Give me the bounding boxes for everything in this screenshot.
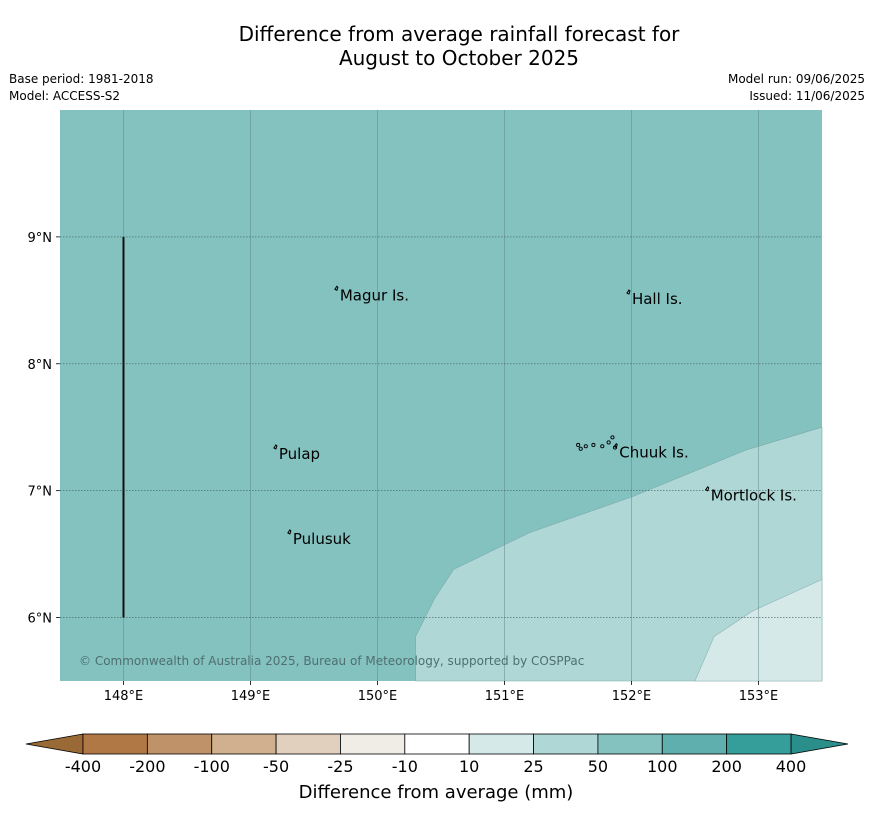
place-label: Hall Is. [632,290,683,308]
x-tick-label: 150°E [358,689,398,704]
y-tick-label: 7°N [28,485,53,500]
colorbar-tick-label: -25 [327,757,353,776]
title-line-2: August to October 2025 [338,46,580,70]
island-outline [613,442,618,449]
issued-text: Issued: 11/06/2025 [749,89,865,103]
x-tick-label: 152°E [612,689,652,704]
colorbar-tick-label: 50 [588,757,608,776]
colorbar-segment [533,733,599,755]
islet-outline [578,446,583,451]
place-label: Pulap [279,445,320,463]
meta-right: Model run: 09/06/2025 Issued: 11/06/2025 [728,71,865,105]
colorbar-segment [404,733,470,755]
islet-outline [591,442,596,448]
islet-outline [600,444,605,449]
y-tick-label: 9°N [28,231,53,246]
colorbar: -400 -200 -100 -50 -25 -10 10 25 50 100 200 400 Diff… [25,733,849,803]
model-run-text: Model run: 09/06/2025 [727,72,865,86]
meta-left: Base period: 1981-2018 Model: ACCESS-S2 [9,71,154,105]
colorbar-title: Difference from average (mm) [299,782,574,803]
title-line-1: Difference from average rainfall forecas… [238,22,680,46]
y-tick-label: 8°N [28,358,53,373]
base-period-text: Base period: 1981-2018 [9,72,154,86]
colorbar-tick-label: 100 [647,757,678,776]
island-outline [287,529,292,535]
islet-outline [606,440,611,445]
colorbar-segment [146,733,213,755]
islet-outline [576,442,581,448]
place-label: Mortlock Is. [711,487,797,505]
island-outline [273,444,278,450]
colorbar-tick-label: -10 [392,757,418,776]
colorbar-under-arrow [25,733,84,755]
colorbar-tick-label: -50 [263,757,289,776]
colorbar-segment [597,733,663,755]
colorbar-segment [468,733,534,755]
x-tick-label: 151°E [485,689,525,704]
place-label: Magur Is. [340,286,409,304]
colorbar-segment [211,733,277,755]
island-outline [626,289,631,295]
colorbar-tick-label: -400 [65,757,101,776]
model-text: Model: ACCESS-S2 [9,89,121,103]
chart-title: Difference from average rainfall forecas… [0,22,873,70]
y-tick-label: 6°N [28,612,53,627]
place-label: Pulusuk [293,530,351,548]
x-tick-label: 148°E [104,689,144,704]
island-outline [704,485,710,492]
islet-outline [612,445,618,450]
colorbar-tick-label: -100 [194,757,230,776]
colorbar-tick-label: 400 [776,757,807,776]
colorbar-tick-label: -200 [129,757,165,776]
map-panel: 148°E 149°E 150°E 151°E 152°E 153°E 6°N 7°N 8°N 9… [28,110,823,704]
island-outline [334,285,339,291]
colorbar-segment [726,733,792,755]
colorbar-segment [661,733,728,755]
islet-outline [610,435,615,440]
copyright-text: © Commonwealth of Australia 2025, Bureau… [79,654,584,668]
islet-outline [583,444,588,449]
colorbar-segment [275,733,341,755]
x-tick-label: 149°E [231,689,271,704]
colorbar-segment [340,733,406,755]
colorbar-over-arrow [790,733,849,755]
x-tick-label: 153°E [739,689,779,704]
colorbar-tick-label: 10 [459,757,479,776]
place-label: Chuuk Is. [619,444,688,462]
colorbar-tick-label: 200 [711,757,742,776]
colorbar-tick-label: 25 [523,757,543,776]
colorbar-segment [82,733,148,755]
